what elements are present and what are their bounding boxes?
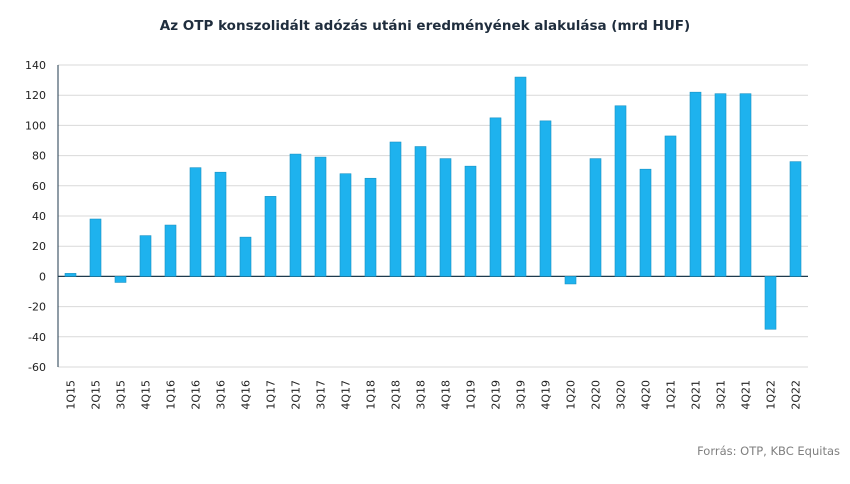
bar xyxy=(364,177,377,277)
bar xyxy=(289,153,302,277)
x-tick-label: 4Q21 xyxy=(740,380,753,410)
x-tick-label: 4Q20 xyxy=(640,380,653,410)
bar xyxy=(339,173,352,277)
x-tick-label: 3Q19 xyxy=(515,380,528,410)
bar xyxy=(564,276,577,285)
x-tick-label: 1Q19 xyxy=(465,380,478,410)
gridlines xyxy=(58,64,808,368)
bar xyxy=(514,76,527,277)
x-tick-label: 1Q16 xyxy=(165,380,178,410)
y-tick-label: -60 xyxy=(28,361,46,374)
bar xyxy=(314,156,327,277)
x-tick-label: 2Q18 xyxy=(390,380,403,410)
x-tick-label: 3Q20 xyxy=(615,380,628,410)
bar xyxy=(264,196,277,277)
y-tick-label: 140 xyxy=(25,59,46,72)
bar xyxy=(614,105,627,277)
bar xyxy=(214,171,227,277)
bar xyxy=(464,165,477,277)
bar xyxy=(389,141,402,277)
bar xyxy=(739,93,752,277)
bar xyxy=(489,117,502,277)
y-tick-label: 100 xyxy=(25,119,46,132)
axes xyxy=(57,65,808,367)
x-tick-label: 2Q22 xyxy=(790,380,803,410)
x-tick-label: 1Q17 xyxy=(265,380,278,410)
bar xyxy=(539,120,552,277)
x-tick-labels: 1Q15 2Q15 3Q15 4Q15 1Q16 2Q16 3Q16 4Q16 1Q17 2Q17… xyxy=(65,380,803,410)
bar xyxy=(89,218,102,277)
x-tick-label: 1Q18 xyxy=(365,380,378,410)
x-tick-label: 4Q16 xyxy=(240,380,253,410)
x-tick-label: 4Q19 xyxy=(540,380,553,410)
x-tick-label: 3Q18 xyxy=(415,380,428,410)
x-tick-label: 1Q22 xyxy=(765,380,778,410)
x-tick-label: 2Q16 xyxy=(190,380,203,410)
bar xyxy=(164,224,177,277)
bars xyxy=(64,76,802,330)
y-tick-labels: -60 -40 -20 0 20 40 60 80 100 120 140 xyxy=(25,59,46,374)
x-tick-label: 2Q15 xyxy=(90,380,103,410)
bar xyxy=(439,158,452,277)
bar xyxy=(114,276,127,283)
bar xyxy=(714,93,727,277)
x-tick-label: 3Q17 xyxy=(315,380,328,410)
x-tick-label: 3Q21 xyxy=(715,380,728,410)
y-tick-label: 20 xyxy=(32,240,46,253)
x-tick-label: 4Q15 xyxy=(140,380,153,410)
x-tick-label: 1Q21 xyxy=(665,380,678,410)
x-tick-label: 2Q19 xyxy=(490,380,503,410)
x-tick-label: 2Q20 xyxy=(590,380,603,410)
bar xyxy=(239,236,252,277)
bar xyxy=(64,273,77,277)
x-tick-label: 1Q20 xyxy=(565,380,578,410)
y-tick-label: -20 xyxy=(28,301,46,314)
bar xyxy=(189,167,202,277)
bar xyxy=(689,91,702,277)
x-tick-label: 4Q17 xyxy=(340,380,353,410)
bar xyxy=(589,158,602,277)
bar xyxy=(664,135,677,277)
bar xyxy=(139,235,152,277)
bar xyxy=(414,146,427,277)
x-tick-label: 3Q16 xyxy=(215,380,228,410)
x-tick-label: 4Q18 xyxy=(440,380,453,410)
bar xyxy=(789,161,802,277)
y-tick-label: 120 xyxy=(25,89,46,102)
chart-title: Az OTP konszolidált adózás utáni eredmén… xyxy=(159,18,691,34)
y-tick-label: 40 xyxy=(32,210,46,223)
x-tick-label: 1Q15 xyxy=(65,380,78,410)
bar xyxy=(639,168,652,277)
x-tick-label: 2Q17 xyxy=(290,380,303,410)
y-tick-label: 80 xyxy=(32,150,46,163)
y-tick-label: 60 xyxy=(32,180,46,193)
x-tick-label: 3Q15 xyxy=(115,380,128,410)
y-tick-label: -40 xyxy=(28,331,46,344)
x-tick-label: 2Q21 xyxy=(690,380,703,410)
bar xyxy=(764,276,777,330)
y-tick-label: 0 xyxy=(39,270,46,283)
source-note: Forrás: OTP, KBC Equitas xyxy=(697,444,840,458)
